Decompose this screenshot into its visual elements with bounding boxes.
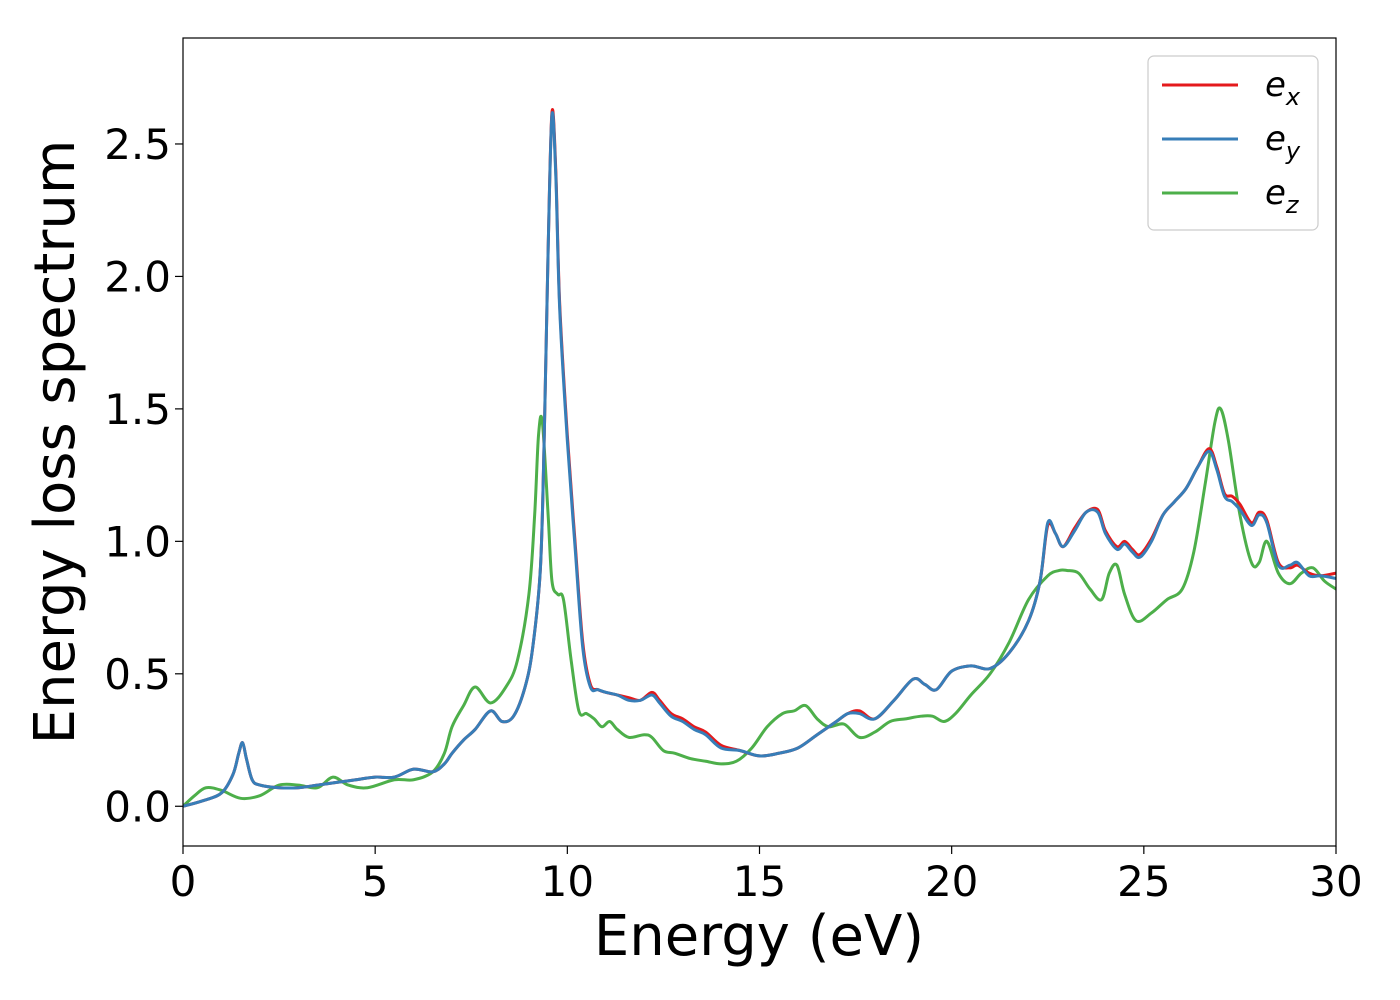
y-tick-label: 0.0 [104,782,171,831]
series-group [183,108,1336,808]
y-tick-label: 2.5 [104,120,171,169]
y-tick-label: 1.5 [104,385,171,434]
series-line-e-z [183,406,1336,808]
y-tick-label: 1.0 [104,517,171,566]
x-tick-label: 0 [170,857,197,906]
x-tick-label: 15 [733,857,786,906]
x-tick-label: 10 [541,857,594,906]
series-line-e-y [183,111,1336,808]
y-tick-label: 2.0 [104,252,171,301]
x-tick-label: 5 [362,857,389,906]
legend-box [1147,55,1319,231]
x-tick-label: 20 [925,857,978,906]
x-tick-label: 30 [1309,857,1362,906]
plot-area [182,37,1337,847]
y-axis: 0.0 0.5 1.0 1.5 2.0 2.5 [104,120,183,831]
x-axis-label: Energy (eV) [594,904,924,969]
x-tick-label: 25 [1117,857,1170,906]
y-tick-label: 0.5 [104,650,171,699]
y-axis-label: Energy loss spectrum [23,140,88,745]
x-axis: 0 5 10 15 20 25 30 [170,846,1363,906]
